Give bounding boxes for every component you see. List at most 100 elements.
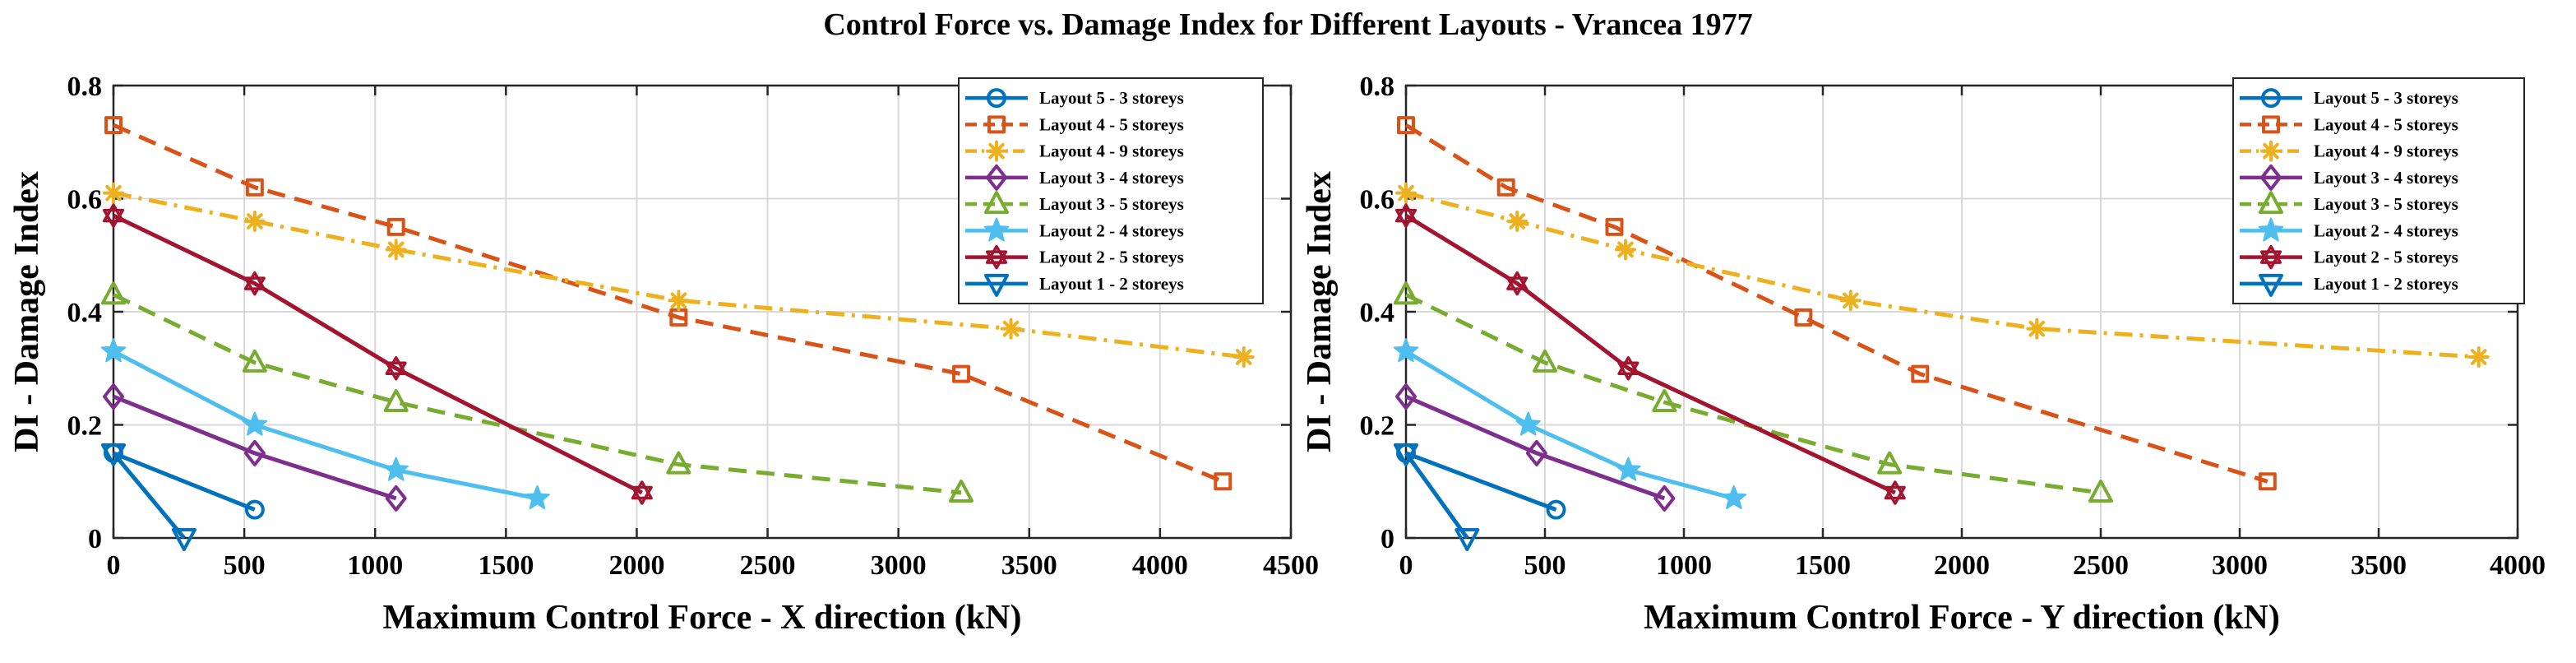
legend-item: Layout 4 - 5 storeys [2240,114,2458,134]
x-tick-label: 0 [107,550,121,581]
series-line [1405,451,1557,512]
legend-label: Layout 3 - 4 storeys [2314,168,2458,188]
legend-marker [983,217,1010,242]
legend-label: Layout 4 - 9 storeys [2314,141,2458,161]
legend-label: Layout 5 - 3 storeys [1039,88,1184,108]
series-layout-3-5-storeys [101,281,974,503]
data-point [383,457,409,481]
series-line [112,293,962,495]
x-tick-label: 3500 [1001,550,1057,581]
x-tick-label: 500 [1524,550,1566,581]
data-point [1616,457,1641,481]
data-point [1617,356,1639,381]
data-point [385,484,407,512]
series-line [112,349,538,501]
legend-label: Layout 5 - 3 storeys [2314,88,2458,108]
data-point [1395,182,1417,204]
data-point [1653,484,1676,512]
legend-marker [986,164,1007,191]
series-layout-3-5-storeys [1394,281,2113,503]
legend-marker [2258,217,2284,242]
x-tick-label: 2500 [2073,550,2129,581]
series-layout-4-9-storeys [1395,182,2490,368]
legend-marker [2261,88,2281,109]
y-tick-label: 0.6 [1360,185,1395,216]
series-layout-2-5-storeys [1394,203,1906,505]
data-point [383,389,409,412]
data-point [385,356,407,381]
x-tick-label: 1500 [478,550,534,581]
x-tick-label: 1000 [347,550,403,581]
data-point [101,443,126,466]
data-point [243,439,266,466]
x-tick-label: 2000 [608,550,664,581]
data-point [1652,389,1677,412]
legend-marker [987,115,1006,134]
data-point [385,239,407,261]
data-point [242,349,267,373]
y-axis-label: DI - Damage Index [8,171,46,452]
y-tick-label: 0.2 [1360,411,1395,442]
x-tick-label: 1000 [1656,550,1712,581]
data-point [386,217,405,236]
data-point [1525,439,1547,466]
legend-label: Layout 4 - 5 storeys [2314,114,2458,134]
legend-item: Layout 2 - 4 storeys [2240,217,2458,242]
series-line [113,451,256,512]
data-point [243,271,266,296]
data-point [1454,528,1480,551]
data-point [1214,472,1233,491]
series-layout-2-4-storeys [1393,338,1747,509]
data-point [1506,211,1528,232]
legend-label: Layout 4 - 9 storeys [1039,141,1184,161]
y-tick-label: 0.2 [67,411,103,442]
x-tick-label: 4000 [2490,550,2546,581]
data-point [1911,364,1930,383]
legend-marker [2260,140,2282,162]
data-point [103,182,124,204]
x-tick-label: 500 [224,550,266,581]
data-point [245,178,264,197]
series-line [1405,191,2479,359]
x-tick-label: 0 [1399,550,1413,581]
series-layout-4-5-storeys [1397,116,2277,491]
data-point [1496,178,1515,197]
legend: Layout 5 - 3 storeys Layout 4 - 5 storeys… [2232,77,2525,304]
legend-label: Layout 1 - 2 storeys [1039,274,1184,294]
y-tick-label: 0.8 [1360,72,1395,102]
legend-marker [2259,273,2283,297]
data-point [103,383,124,410]
series-line [1404,123,2268,484]
data-point [102,203,125,228]
y-tick-label: 0 [88,524,102,554]
legend-marker [986,140,1007,162]
legend-marker [985,244,1008,270]
y-tick-label: 0.6 [67,185,103,216]
series-layout-4-9-storeys [103,182,1255,368]
data-point [1605,217,1624,236]
legend-item: Layout 1 - 2 storeys [965,273,1184,297]
series-layout-1-2-storeys [1394,443,1480,551]
data-point [1721,484,1747,509]
data-point [2088,480,2113,503]
legend-box [2232,77,2525,304]
legend-label: Layout 2 - 5 storeys [2314,248,2458,267]
legend-label: Layout 1 - 2 storeys [2314,274,2458,294]
left-chart-x-direction: 0 500 1000 1500 2000 2500 3000 3500 4000 4500 0 0.2… [8,72,1319,637]
figure-title: Control Force vs. Damage Index for Diffe… [823,7,1753,42]
series-layout-2-4-storeys [100,338,550,509]
legend-label: Layout 3 - 5 storeys [2314,194,2458,214]
data-point [949,480,974,503]
legend-label: Layout 2 - 5 storeys [1039,248,1184,267]
data-point [2258,472,2277,491]
legend-item: Layout 3 - 4 storeys [965,164,1184,191]
x-tick-label: 1500 [1795,550,1851,581]
data-point [1506,271,1528,296]
data-point [1615,239,1637,261]
data-point [2026,318,2048,340]
x-axis-label: Maximum Control Force - X direction (kN) [383,599,1022,637]
data-point [104,116,123,135]
x-tick-label: 2000 [1934,550,1990,581]
right-chart-y-direction: 0 500 1000 1500 2000 2500 3000 3500 4000 0 0.2 0.4 0… [1301,72,2546,637]
data-point [101,281,126,305]
